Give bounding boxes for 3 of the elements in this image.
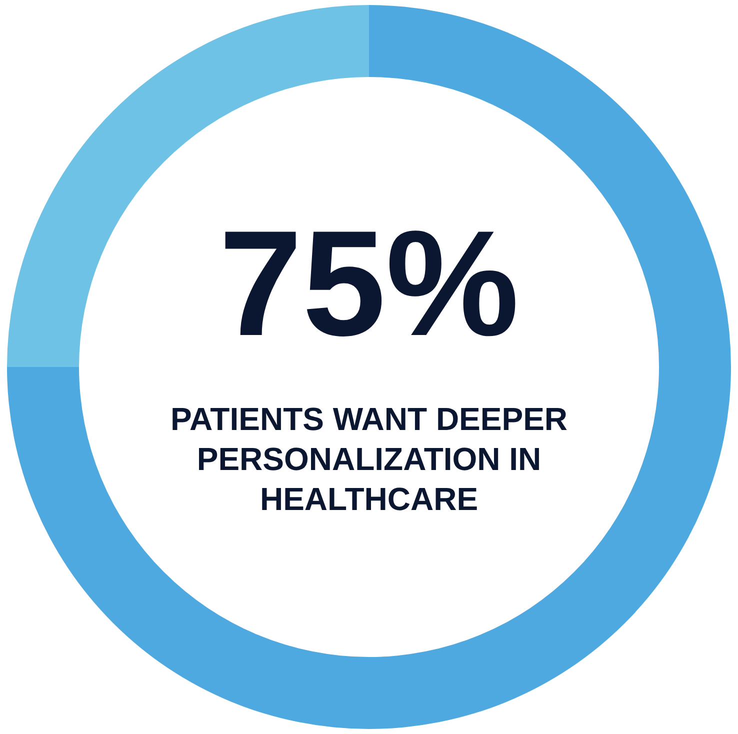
donut-slice bbox=[7, 5, 731, 729]
data-label: 75% bbox=[218, 199, 520, 367]
text: PATIENTS WANT DEEPER PERSONALIZATION IN HEALTHCARE bbox=[170, 401, 568, 517]
